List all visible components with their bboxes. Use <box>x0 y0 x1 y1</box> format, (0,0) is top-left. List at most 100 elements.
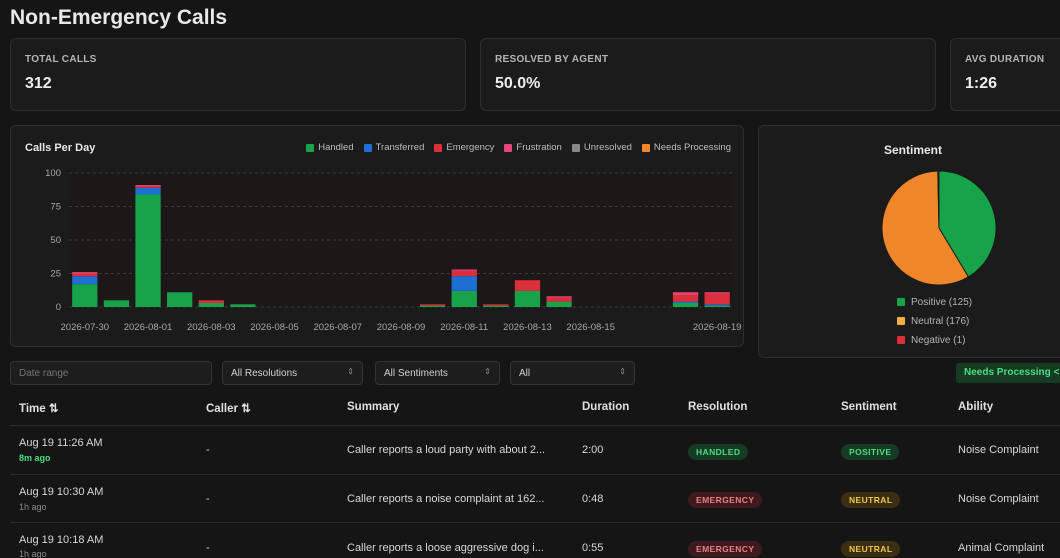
bar-segment <box>514 290 541 307</box>
row-ago: 1h ago <box>19 502 47 512</box>
x-tick-label: 2026-08-01 <box>124 322 173 333</box>
bar-segment <box>451 276 477 291</box>
bar-segment <box>704 304 730 306</box>
bar-segment <box>704 293 730 305</box>
chevron-updown-icon: ⇕ <box>347 367 354 376</box>
x-tick-label: 2026-08-19 <box>693 322 742 333</box>
bar-segment <box>672 294 699 302</box>
sentiment-select-value: All Sentiments <box>384 368 448 379</box>
row-caller: - <box>206 493 210 505</box>
legend-item[interactable]: Frustration <box>504 142 562 153</box>
bar-segment <box>704 292 730 294</box>
bar-segment <box>198 300 224 303</box>
chart-legend: Handled Transferred Emergency Frustration Un… <box>306 142 731 153</box>
stat-card-avg-duration: AVG DURATION 1:26 <box>950 38 1060 111</box>
pie-slice <box>938 170 997 278</box>
legend-item[interactable]: Transferred <box>363 142 424 153</box>
bar-segment <box>135 186 161 188</box>
row-divider <box>10 522 1060 523</box>
bar-segment <box>514 280 541 291</box>
row-duration: 0:48 <box>582 493 604 505</box>
stat-value: 50.0% <box>495 75 541 92</box>
bar-segment <box>451 270 477 277</box>
legend-swatch <box>434 143 443 152</box>
row-summary: Caller reports a noise complaint at 162.… <box>347 493 545 505</box>
resolution-select[interactable]: All Resolutions ⇕ <box>222 361 363 385</box>
bar-segment <box>198 302 224 307</box>
bar-chart-canvas: 0 25 50 75 100 2026-07-30 2026-08-01 2026-08-03… <box>45 168 742 333</box>
legend-item[interactable]: Needs Processing <box>641 142 731 153</box>
legend-item[interactable]: Emergency <box>434 142 494 153</box>
bar-segment <box>135 187 161 195</box>
legend-label: Emergency <box>446 142 495 153</box>
bar-segment <box>419 304 446 306</box>
chart-title: Calls Per Day <box>25 142 96 154</box>
legend-label: Negative (1) <box>911 335 966 346</box>
row-ago: 8m ago <box>19 453 51 463</box>
column-header-resolution: Resolution <box>688 401 748 413</box>
column-header-ability: Ability <box>958 401 994 413</box>
bar-segment <box>672 292 699 295</box>
stat-card-total-calls: TOTAL CALLS 312 <box>10 38 466 111</box>
sentiment-legend-item[interactable]: Negative (1) <box>897 331 972 350</box>
y-tick-label: 50 <box>50 235 61 246</box>
row-duration: 0:55 <box>582 542 604 554</box>
resolution-badge: EMERGENCY <box>688 492 763 508</box>
sentiment-legend-item[interactable]: Neutral (176) <box>897 312 972 331</box>
column-header-summary: Summary <box>347 401 400 413</box>
x-tick-label: 2026-08-03 <box>187 322 236 333</box>
column-header-caller[interactable]: Caller ⇅ <box>206 403 251 415</box>
column-header-duration: Duration <box>582 401 630 413</box>
sentiment-legend: Positive (125) Neutral (176) Negative (1) <box>897 293 972 350</box>
bar-segment <box>72 276 98 285</box>
bar-segment <box>419 305 446 307</box>
bar-segment <box>103 300 130 307</box>
legend-item[interactable]: Unresolved <box>571 142 632 153</box>
row-time: Aug 19 11:26 AM <box>19 437 103 449</box>
x-tick-label: 2026-08-05 <box>250 322 299 333</box>
row-time: Aug 19 10:18 AM <box>19 534 104 546</box>
ability-select[interactable]: All ⇕ <box>510 361 635 385</box>
stat-value: 312 <box>25 75 52 92</box>
sentiment-badge: NEUTRAL <box>841 492 901 508</box>
sentiment-pie-chart <box>881 170 997 286</box>
bar-segment <box>483 305 509 307</box>
sentiment-legend-item[interactable]: Positive (125) <box>897 293 972 312</box>
bar-segment <box>72 273 98 277</box>
bar-segment <box>135 194 161 307</box>
column-header-sentiment: Sentiment <box>841 401 897 413</box>
legend-swatch <box>306 143 315 152</box>
bar-segment <box>451 269 477 271</box>
row-caller: - <box>206 444 210 456</box>
stat-label: TOTAL CALLS <box>25 54 97 65</box>
needs-processing-button[interactable]: Needs Processing < <box>956 363 1060 383</box>
column-header-time[interactable]: Time ⇅ <box>19 403 59 415</box>
y-tick-label: 0 <box>56 302 61 313</box>
date-range-input[interactable] <box>10 361 212 385</box>
chevron-updown-icon: ⇕ <box>484 367 491 376</box>
row-caller: - <box>206 542 210 554</box>
stat-value: 1:26 <box>965 75 998 92</box>
legend-swatch <box>897 298 905 306</box>
x-tick-label: 2026-08-13 <box>503 322 552 333</box>
legend-swatch <box>504 143 513 152</box>
bar-segment <box>451 290 477 307</box>
bar-segment <box>546 297 572 302</box>
stat-card-resolved-by-agent: RESOLVED BY AGENT 50.0% <box>480 38 936 111</box>
sentiment-badge: POSITIVE <box>841 444 900 460</box>
pie-slice <box>937 170 940 229</box>
ability-select-value: All <box>519 368 531 379</box>
y-tick-label: 75 <box>50 202 61 213</box>
stat-label: AVG DURATION <box>965 54 1045 65</box>
legend-label: Unresolved <box>583 142 632 153</box>
bar-segment <box>672 302 699 307</box>
legend-swatch <box>571 143 580 152</box>
row-ago: 1h ago <box>19 549 47 558</box>
x-tick-label: 2026-08-15 <box>566 322 615 333</box>
bar-segment <box>483 304 509 306</box>
sentiment-select[interactable]: All Sentiments ⇕ <box>375 361 500 385</box>
stat-label: RESOLVED BY AGENT <box>495 54 609 65</box>
legend-label: Handled <box>318 142 354 153</box>
legend-item[interactable]: Handled <box>306 142 354 153</box>
row-ability: Noise Complaint <box>958 493 1039 505</box>
